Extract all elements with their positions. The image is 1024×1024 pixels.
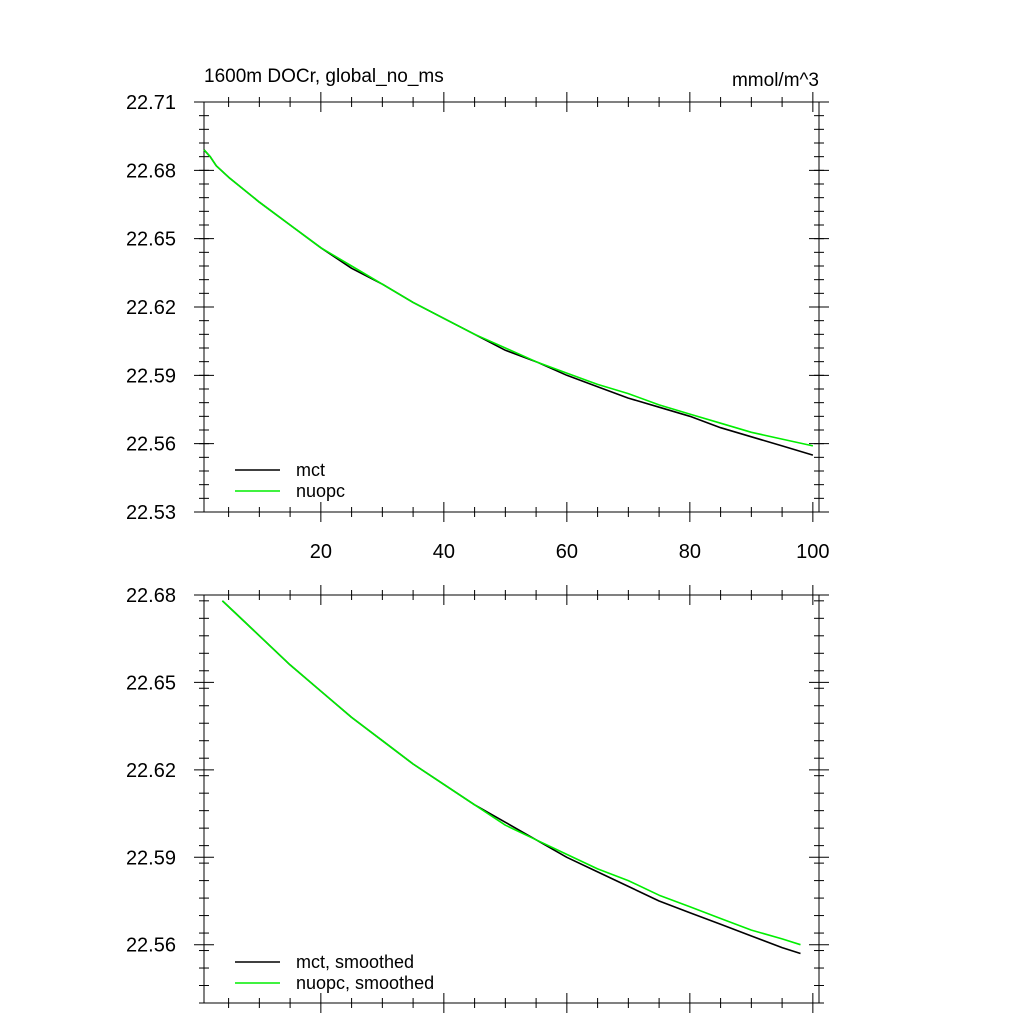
y-tick-label: 22.68 (126, 160, 176, 182)
top-y-tick-labels: 22.53 22.56 22.59 22.62 22.65 22.68 22.71 (126, 92, 176, 524)
top-panel: 1600m DOCr, global_no_ms mmol/m^3 22.532… (126, 66, 830, 563)
bottom-plot-frame (203, 594, 820, 1004)
y-tick-label: 22.68 (126, 585, 176, 607)
series-line-nuopc-smoothed (221, 600, 801, 946)
x-tick-label: 100 (796, 541, 829, 563)
bottom-y-tick-labels: 22.56 22.59 22.62 22.65 22.68 (126, 585, 176, 957)
y-tick-label: 22.62 (126, 760, 176, 782)
y-tick-label: 22.56 (126, 434, 176, 456)
legend-label-nuopc: nuopc (296, 481, 345, 501)
top-legend: mct nuopc (235, 460, 345, 501)
top-series-lines (203, 149, 814, 456)
units-label: mmol/m^3 (732, 70, 819, 91)
series-line-nuopc (203, 149, 814, 447)
legend-label-nuopc-smoothed: nuopc, smoothed (296, 973, 434, 993)
legend-label-mct-smoothed: mct, smoothed (296, 952, 414, 972)
chart-title: 1600m DOCr, global_no_ms (204, 66, 444, 87)
legend-label-mct: mct (296, 460, 325, 480)
bottom-legend: mct, smoothed nuopc, smoothed (235, 952, 434, 993)
x-tick-label: 60 (556, 541, 578, 563)
y-tick-label: 22.56 (126, 935, 176, 957)
y-tick-label: 22.71 (126, 92, 176, 114)
bottom-panel: 22.56 22.59 22.62 22.65 22.68 mct, smoothed … (126, 585, 829, 1013)
x-tick-label: 20 (310, 541, 332, 563)
top-axis-ticks (194, 92, 829, 522)
y-tick-label: 22.59 (126, 365, 176, 387)
bottom-series-lines (221, 600, 801, 955)
y-tick-label: 22.53 (126, 502, 176, 524)
x-tick-label: 80 (679, 541, 701, 563)
y-tick-label: 22.65 (126, 672, 176, 694)
bottom-axis-ticks (194, 585, 829, 1013)
y-tick-label: 22.59 (126, 847, 176, 869)
x-tick-label: 40 (433, 541, 455, 563)
y-tick-label: 22.65 (126, 229, 176, 251)
top-x-tick-labels: 20 40 60 80 100 (310, 541, 830, 563)
y-tick-label: 22.62 (126, 297, 176, 319)
